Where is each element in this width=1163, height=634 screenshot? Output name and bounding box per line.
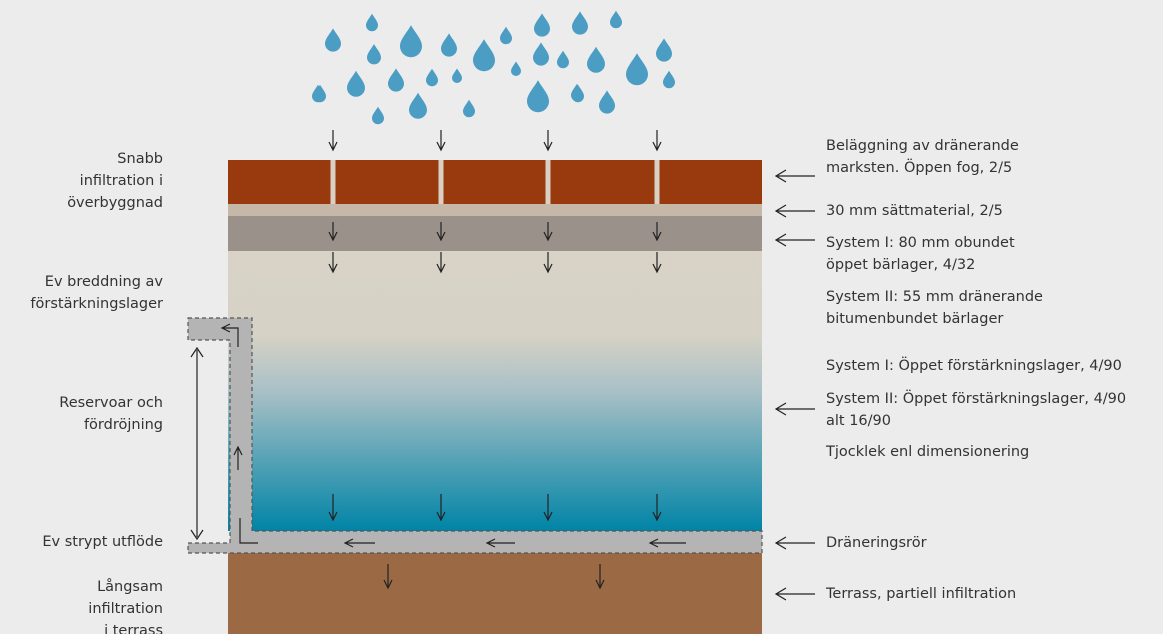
flow-arrow xyxy=(652,252,662,274)
flow-arrow xyxy=(595,564,605,590)
raindrop xyxy=(347,70,365,97)
pointer-arrow xyxy=(774,204,815,218)
flow-arrow xyxy=(436,222,446,242)
flow-arrow xyxy=(328,494,338,522)
raindrop xyxy=(325,28,341,52)
right-label: System I: 80 mm obundet xyxy=(826,235,1015,251)
pointer-arrow xyxy=(774,169,815,183)
reservoir-arrow-heads xyxy=(190,346,204,541)
flow-arrow xyxy=(652,494,662,522)
left-label: fördröjning xyxy=(84,417,163,433)
left-label: Snabb xyxy=(117,151,163,167)
right-label: bitumenbundet bärlager xyxy=(826,311,1003,327)
flow-arrow xyxy=(328,222,338,242)
raindrop xyxy=(534,13,550,37)
flow-arrow xyxy=(652,222,662,242)
paver-joint xyxy=(545,160,551,204)
left-label: i terrass xyxy=(104,623,163,634)
pointer-arrow xyxy=(774,587,815,601)
raindrop xyxy=(409,92,427,119)
right-label: öppet bärlager, 4/32 xyxy=(826,257,975,273)
flow-arrow xyxy=(233,445,243,470)
flow-arrow xyxy=(543,252,553,274)
raindrop xyxy=(599,90,615,114)
right-label: Dräneringsrör xyxy=(826,535,927,551)
raindrop xyxy=(527,80,549,113)
flow-arrow xyxy=(343,538,375,548)
raindrop xyxy=(441,33,457,57)
left-label: infiltration xyxy=(88,601,163,617)
raindrop xyxy=(463,99,475,118)
right-label: Terrass, partiell infiltration xyxy=(825,586,1016,602)
raindrop xyxy=(372,106,384,125)
flow-arrow xyxy=(436,130,446,152)
flow-arrow xyxy=(328,252,338,274)
flow-arrow xyxy=(543,130,553,152)
left-label: infiltration i xyxy=(80,173,163,189)
left-label: Reservoar och xyxy=(59,395,163,411)
raindrop xyxy=(473,39,495,72)
flow-arrow xyxy=(328,130,338,152)
flow-arrow xyxy=(220,323,239,347)
flow-arrow xyxy=(543,494,553,522)
flow-arrow xyxy=(436,494,446,522)
right-label: System II: Öppet förstärkningslager, 4/9… xyxy=(826,389,1126,407)
raindrop xyxy=(388,68,404,92)
left-label: förstärkningslager xyxy=(30,296,163,312)
right-label: 30 mm sättmaterial, 2/5 xyxy=(826,203,1003,219)
raindrop xyxy=(656,38,672,62)
raindrop xyxy=(511,61,521,76)
left-label: Ev breddning av xyxy=(45,274,164,290)
raindrop xyxy=(626,53,648,86)
raindrop xyxy=(312,84,324,103)
left-label: överbyggnad xyxy=(67,195,163,211)
right-label: marksten. Öppen fog, 2/5 xyxy=(826,158,1012,176)
flow-arrow xyxy=(485,538,515,548)
reinforcement-layer xyxy=(228,251,762,531)
left-label: Ev strypt utflöde xyxy=(42,534,163,550)
terrace-layer xyxy=(228,553,762,634)
right-label: System II: 55 mm dränerande xyxy=(826,289,1043,305)
raindrop xyxy=(663,70,675,89)
raindrop xyxy=(572,11,588,35)
raindrop xyxy=(400,25,422,58)
right-label: alt 16/90 xyxy=(826,413,891,429)
left-label: Långsam xyxy=(97,578,163,595)
base-layer xyxy=(228,216,762,251)
raindrop xyxy=(366,13,378,32)
flow-arrow xyxy=(436,252,446,274)
right-label: System I: Öppet förstärkningslager, 4/90 xyxy=(826,356,1122,374)
right-label: Tjocklek enl dimensionering xyxy=(825,444,1029,460)
pointer-arrow xyxy=(774,536,815,550)
pointer-arrow xyxy=(774,233,815,247)
raindrop xyxy=(587,46,605,73)
setting-layer xyxy=(228,204,762,216)
layers xyxy=(187,160,763,634)
paver-layer xyxy=(228,160,762,204)
flow-arrow xyxy=(543,222,553,242)
raindrop xyxy=(426,68,438,87)
flow-arrow xyxy=(648,538,686,548)
raindrop xyxy=(557,50,569,69)
raindrop xyxy=(533,42,549,66)
raindrop xyxy=(500,26,512,45)
paver-joint xyxy=(330,160,336,204)
raindrop xyxy=(610,10,622,29)
paver-joint xyxy=(438,160,444,204)
raindrop xyxy=(367,44,381,65)
flow-arrow xyxy=(239,518,258,544)
raindrop xyxy=(452,68,462,83)
paver-joint xyxy=(654,160,660,204)
pointer-arrow xyxy=(774,402,815,416)
drain-pipe xyxy=(187,317,763,554)
right-label: Beläggning av dränerande xyxy=(826,138,1019,154)
raindrop xyxy=(571,83,583,102)
flow-arrow xyxy=(383,564,393,590)
flow-arrow xyxy=(652,130,662,152)
